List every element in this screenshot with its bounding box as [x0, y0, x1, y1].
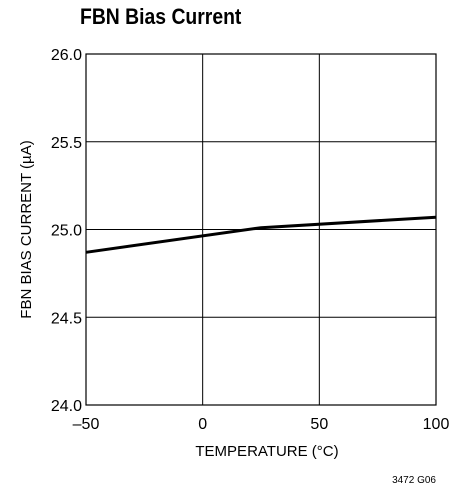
figure-code: 3472 G06: [392, 475, 436, 486]
y-axis-label: FBN BIAS CURRENT (µA): [18, 140, 35, 318]
series-line: [85, 215, 437, 254]
chart-title: FBN Bias Current: [80, 4, 242, 29]
y-tick-label: 24.0: [51, 398, 82, 415]
y-tick-label: 24.5: [51, 310, 82, 327]
y-tick-label: 25.5: [51, 135, 82, 152]
plot-frame: [85, 53, 437, 406]
x-tick-label: 50: [310, 416, 328, 433]
x-tick-label: –50: [73, 416, 100, 433]
y-tick-label: 26.0: [51, 47, 82, 64]
x-tick-label: 100: [423, 416, 450, 433]
x-tick-label: 0: [198, 416, 207, 433]
x-axis-label: TEMPERATURE (°C): [195, 443, 338, 460]
y-tick-label: 25.0: [51, 223, 82, 240]
